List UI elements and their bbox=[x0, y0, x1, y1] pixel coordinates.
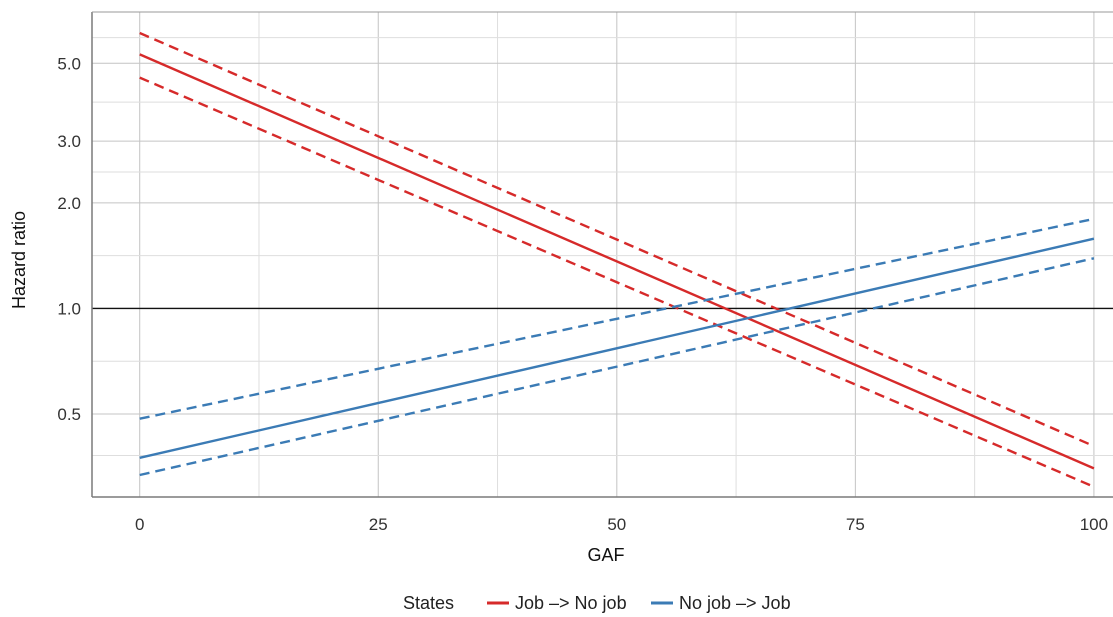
series-0-upper-ci-line bbox=[139, 31, 1095, 448]
series-layer bbox=[139, 31, 1095, 488]
y-tick-label-1: 1.0 bbox=[57, 299, 81, 318]
tick-label-layer: 0 25 50 75 100 0.5 1.0 2.0 3.0 5.0 bbox=[57, 54, 1108, 534]
x-axis-title: GAF bbox=[587, 545, 624, 565]
legend: States Job –> No job No job –> Job bbox=[403, 593, 791, 613]
series-0-estimate-line bbox=[139, 53, 1095, 470]
y-tick-label-0: 0.5 bbox=[57, 405, 81, 424]
x-tick-label-1: 25 bbox=[369, 515, 388, 534]
legend-label-no-job-to-job: No job –> Job bbox=[679, 593, 791, 613]
series-1-upper-ci-line bbox=[139, 217, 1095, 420]
legend-label-job-to-no-job: Job –> No job bbox=[515, 593, 627, 613]
x-tick-label-3: 75 bbox=[846, 515, 865, 534]
x-tick-label-4: 100 bbox=[1080, 515, 1108, 534]
y-tick-label-4: 5.0 bbox=[57, 54, 81, 73]
x-tick-label-0: 0 bbox=[135, 515, 144, 534]
y-tick-label-2: 2.0 bbox=[57, 194, 81, 213]
x-tick-label-2: 50 bbox=[607, 515, 626, 534]
series-1-estimate-line bbox=[139, 237, 1095, 459]
legend-title: States bbox=[403, 593, 454, 613]
y-tick-label-3: 3.0 bbox=[57, 132, 81, 151]
y-axis-title: Hazard ratio bbox=[9, 211, 29, 309]
series-0-lower-ci-line bbox=[139, 76, 1095, 488]
axes-layer bbox=[91, 11, 1113, 498]
series-1-lower-ci-line bbox=[139, 257, 1095, 477]
